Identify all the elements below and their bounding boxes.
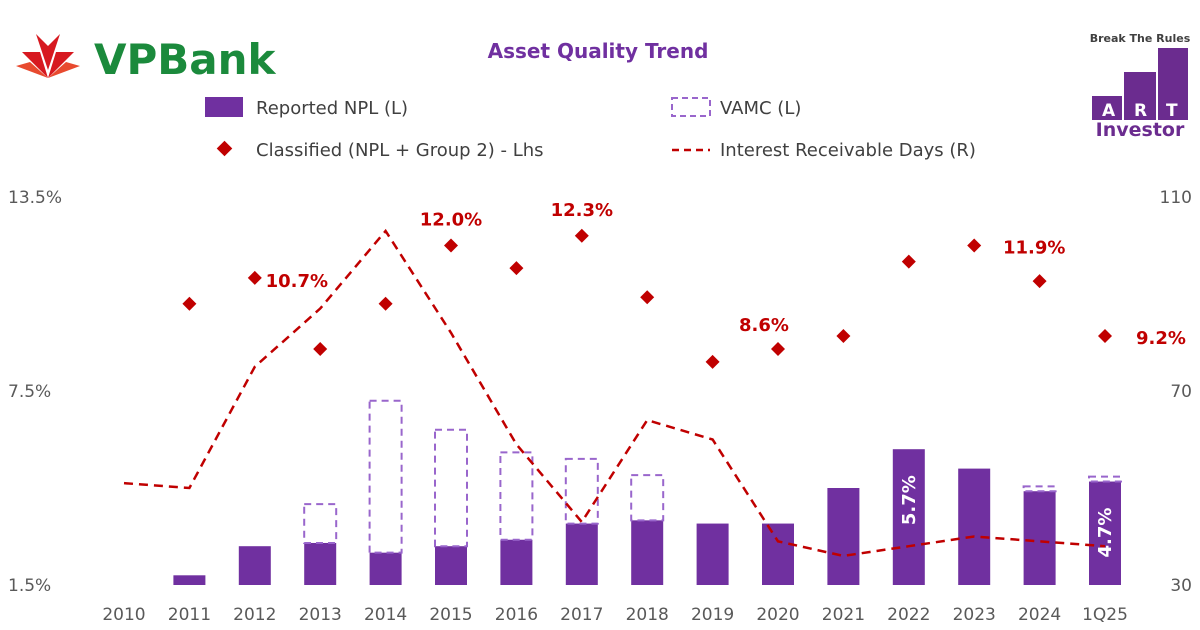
vamc-bar: [368, 399, 403, 554]
right-axis-tick-label: 110: [1160, 188, 1192, 208]
bar-chart-icon: [1092, 48, 1188, 120]
vpbank-logo: VPBank: [16, 34, 277, 84]
classified-data-label: 12.3%: [551, 200, 613, 221]
classified-marker: [1032, 274, 1047, 289]
badge-word: Investor: [1096, 119, 1185, 141]
npl-bar: [238, 546, 271, 585]
npl-bar: [369, 552, 402, 585]
legend-swatch-npl: [205, 97, 243, 117]
npl-bar: [435, 546, 467, 585]
x-axis-tick-label: 1Q25: [1082, 605, 1128, 625]
left-axis-tick-label: 13.5%: [8, 188, 62, 208]
x-axis-tick-label: 2019: [691, 605, 734, 625]
badge-letter-a: A: [1102, 101, 1116, 121]
x-axis-tick-label: 2022: [887, 605, 930, 625]
classified-marker: [378, 296, 393, 311]
vpbank-wordmark: VPBank: [94, 35, 277, 84]
npl-data-label: 4.7%: [1095, 508, 1116, 558]
x-axis-tick-label: 2018: [626, 605, 669, 625]
legend-label-npl: Reported NPL (L): [256, 98, 408, 119]
x-axis-tick-label: 2015: [429, 605, 472, 625]
npl-bar: [762, 523, 794, 585]
classified-data-label: 9.2%: [1136, 328, 1186, 349]
plot-area: 1.5% 7.5% 13.5% 30 70 110 2010 2011 2012 2013 2014…: [8, 188, 1192, 625]
npl-bar: [1023, 491, 1056, 585]
classified-marker: [313, 341, 328, 356]
vpbank-flower-icon: [16, 34, 80, 78]
classified-marker: [705, 354, 720, 369]
badge-tagline: Break The Rules: [1090, 32, 1191, 45]
classified-data-label: 8.6%: [739, 315, 789, 336]
npl-data-label: 5.7%: [899, 475, 920, 525]
npl-bar: [892, 449, 925, 585]
npl-bar: [565, 523, 598, 585]
x-axis-tick-label: 2024: [1018, 605, 1061, 625]
x-axis-tick-label: 2013: [299, 605, 342, 625]
vamc-bar: [434, 428, 468, 548]
classified-marker: [640, 290, 655, 305]
badge-letter-r: R: [1134, 101, 1147, 121]
legend-label-interest: Interest Receivable Days (R): [720, 140, 976, 161]
chart-title: Asset Quality Trend: [488, 39, 709, 63]
classified-marker: [182, 296, 197, 311]
interest-receivable-line: [123, 228, 1106, 558]
classified-data-label: 10.7%: [266, 271, 328, 292]
npl-bar: [631, 520, 664, 585]
x-axis-tick-label: 2021: [822, 605, 865, 625]
vamc-bar: [630, 474, 665, 522]
classified-marker: [836, 329, 851, 344]
classified-marker: [771, 341, 785, 356]
x-axis-tick-label: 2010: [102, 605, 145, 625]
vamc-bar: [499, 451, 534, 541]
x-axis-tick-label: 2020: [756, 605, 799, 625]
x-axis-tick-label: 2011: [168, 605, 211, 625]
classified-marker: [574, 228, 589, 243]
x-axis-tick-label: 2016: [495, 605, 538, 625]
classified-marker: [247, 270, 262, 285]
classified-marker: [509, 261, 524, 276]
npl-bar: [500, 539, 533, 585]
left-axis-tick-label: 7.5%: [8, 382, 51, 402]
npl-bar: [304, 542, 337, 585]
legend-swatch-classified: [216, 140, 233, 157]
npl-bar: [1089, 481, 1121, 585]
x-axis-tick-label: 2023: [953, 605, 996, 625]
vamc-bar: [303, 503, 338, 544]
right-axis-tick-label: 30: [1170, 576, 1192, 596]
classified-marker: [1098, 329, 1112, 344]
classified-marker: [444, 238, 458, 253]
x-axis-tick-label: 2017: [560, 605, 603, 625]
classified-data-label: 12.0%: [420, 210, 482, 231]
vamc-bar: [1022, 485, 1057, 493]
right-axis-tick-label: 70: [1170, 382, 1192, 402]
legend-swatch-vamc: [671, 97, 711, 117]
classified-marker: [901, 254, 916, 269]
left-axis-tick-label: 1.5%: [8, 576, 51, 596]
classified-data-label: 11.9%: [1003, 238, 1065, 259]
npl-bar: [827, 488, 860, 585]
x-axis-tick-label: 2014: [364, 605, 407, 625]
legend-label-classified: Classified (NPL + Group 2) - Lhs: [256, 140, 544, 161]
npl-bar: [958, 468, 991, 585]
badge-letter-t: T: [1166, 101, 1178, 121]
vamc-bar: [1088, 475, 1122, 483]
vamc-bar: [564, 457, 599, 525]
x-axis-tick-label: 2012: [233, 605, 276, 625]
classified-marker: [967, 238, 982, 253]
npl-bar: [696, 523, 729, 585]
legend: Reported NPL (L) VAMC (L) Classified (NP…: [205, 97, 976, 161]
npl-bar: [173, 575, 206, 585]
legend-label-vamc: VAMC (L): [720, 98, 801, 119]
art-investor-badge: Break The Rules A R T Investor: [1090, 32, 1191, 141]
